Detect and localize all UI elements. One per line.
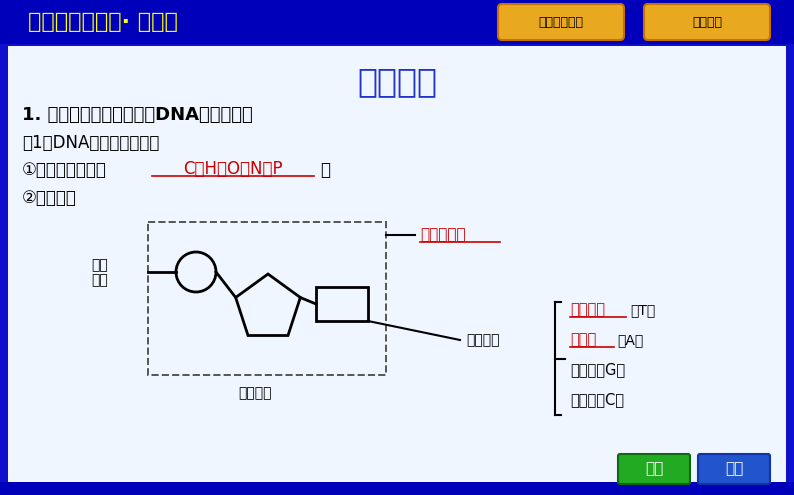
Text: C、H、O、N、P: C、H、O、N、P: [183, 160, 283, 178]
Bar: [0, 0, 794, 44]
Text: 含氮碱基: 含氮碱基: [466, 333, 499, 347]
Text: 腺嘌呤: 腺嘌呤: [570, 333, 596, 347]
FancyBboxPatch shape: [644, 4, 770, 40]
Bar: [0, 482, 794, 495]
Text: （1）DNA分子的化学组成: （1）DNA分子的化学组成: [22, 134, 160, 152]
Text: 胸腺嘧啶: 胸腺嘧啶: [570, 302, 605, 317]
Text: 返回目录: 返回目录: [692, 15, 722, 29]
Bar: [8, 46, 786, 482]
Text: ②基本单位: ②基本单位: [22, 189, 77, 207]
FancyBboxPatch shape: [698, 454, 770, 484]
Text: 脱氧核苷酸: 脱氧核苷酸: [420, 228, 465, 243]
Text: 上页: 上页: [645, 461, 663, 477]
Bar: [316, 287, 368, 321]
Text: （T）: （T）: [630, 303, 655, 317]
Text: 脱氧核糖: 脱氧核糖: [238, 386, 272, 400]
FancyBboxPatch shape: [618, 454, 690, 484]
Text: 下页: 下页: [725, 461, 743, 477]
Text: 胞嘧啶（C）: 胞嘧啶（C）: [570, 393, 624, 407]
Bar: [8, 46, 786, 482]
Text: 。: 。: [320, 161, 330, 179]
Text: ①基本组成元素：: ①基本组成元素：: [22, 161, 107, 179]
Text: 1. 双螺旋结构模型揭示了DNA分子的结构: 1. 双螺旋结构模型揭示了DNA分子的结构: [22, 106, 252, 124]
FancyBboxPatch shape: [498, 4, 624, 40]
Text: 基团: 基团: [91, 273, 108, 287]
Text: 内容梳理: 内容梳理: [357, 65, 437, 99]
Text: 高中（新教材）· 生物学: 高中（新教材）· 生物学: [28, 12, 178, 32]
Text: 磷酸: 磷酸: [91, 258, 108, 272]
Bar: [148, 222, 386, 375]
Text: （A）: （A）: [617, 333, 643, 347]
Text: 鸟嘌呤（G）: 鸟嘌呤（G）: [570, 362, 625, 378]
Text: 返回栏目导航: 返回栏目导航: [538, 15, 584, 29]
